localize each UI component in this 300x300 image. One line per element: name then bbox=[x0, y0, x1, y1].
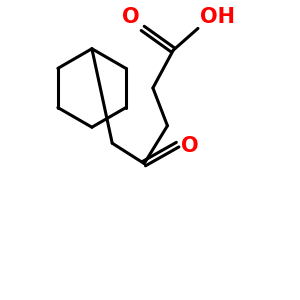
Text: O: O bbox=[122, 7, 139, 27]
Text: O: O bbox=[181, 136, 199, 156]
Text: OH: OH bbox=[200, 7, 235, 27]
